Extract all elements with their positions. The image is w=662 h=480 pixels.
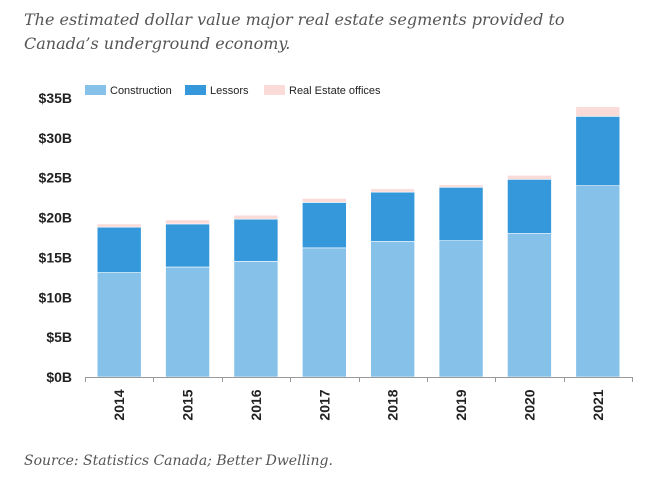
- y-tick-label: $10B: [39, 289, 72, 305]
- y-tick-label: $25B: [39, 170, 72, 186]
- chart-title: The estimated dollar value major real es…: [24, 10, 565, 53]
- bar-segment-real-estate-offices: [507, 175, 552, 180]
- bar-segment-lessors: [233, 218, 279, 262]
- y-tick-label: $35B: [39, 90, 72, 106]
- y-tick-label: $15B: [39, 249, 72, 265]
- legend-label: Construction: [110, 85, 172, 97]
- bars: [96, 106, 621, 378]
- y-tick-label: $20B: [39, 210, 72, 226]
- bar-segment-lessors: [302, 202, 347, 249]
- bar-segment-lessors: [165, 223, 210, 268]
- bar-segment-construction: [438, 240, 484, 378]
- bar-segment-real-estate-offices: [438, 184, 484, 188]
- x-tick-label: 2016: [248, 389, 264, 420]
- x-tick-label: 2020: [521, 389, 537, 420]
- x-tick-label: 2018: [385, 389, 401, 420]
- bar-segment-construction: [507, 233, 552, 378]
- bar-segment-construction: [96, 272, 142, 378]
- bar-segment-lessors: [96, 226, 142, 273]
- bar-segment-lessors: [438, 186, 484, 241]
- legend-swatch: [264, 85, 285, 95]
- bar-segment-lessors: [507, 179, 552, 234]
- legend-swatch: [85, 85, 106, 95]
- bar-segment-real-estate-offices: [575, 106, 621, 117]
- y-tick-label: $5B: [46, 329, 72, 345]
- bar-segment-construction: [302, 247, 347, 378]
- bar-segment-lessors: [370, 191, 415, 242]
- y-axis: $0B $5B $10B $15B $20B $25B $30B $35B: [39, 90, 72, 385]
- bar-segment-real-estate-offices: [96, 223, 142, 228]
- legend-label: Real Estate offices: [289, 85, 381, 97]
- bar-segment-real-estate-offices: [302, 198, 347, 203]
- legend-swatch: [185, 85, 206, 95]
- x-tick-label: 2019: [453, 389, 469, 420]
- x-tick-label: 2014: [111, 389, 127, 420]
- x-tick-label: 2015: [180, 389, 196, 420]
- legend: Construction Lessors Real Estate offices: [85, 85, 381, 97]
- bar-segment-construction: [370, 241, 415, 378]
- bar-segment-real-estate-offices: [165, 219, 210, 225]
- bar-segment-lessors: [575, 116, 621, 186]
- y-tick-label: $30B: [39, 130, 72, 146]
- bar-segment-construction: [233, 261, 279, 378]
- y-tick-label: $0B: [46, 369, 72, 385]
- bar-segment-real-estate-offices: [233, 214, 279, 220]
- legend-label: Lessors: [210, 85, 249, 97]
- bar-segment-construction: [165, 266, 210, 378]
- bar-segment-construction: [575, 185, 621, 378]
- x-tick-label: 2021: [590, 389, 606, 420]
- x-axis: 2014 2015 2016 2017 2018 2019 2020 2021: [85, 377, 633, 421]
- x-tick-label: 2017: [316, 389, 332, 420]
- bar-segment-real-estate-offices: [370, 188, 415, 193]
- chart-source: Source: Statistics Canada; Better Dwelli…: [24, 453, 333, 469]
